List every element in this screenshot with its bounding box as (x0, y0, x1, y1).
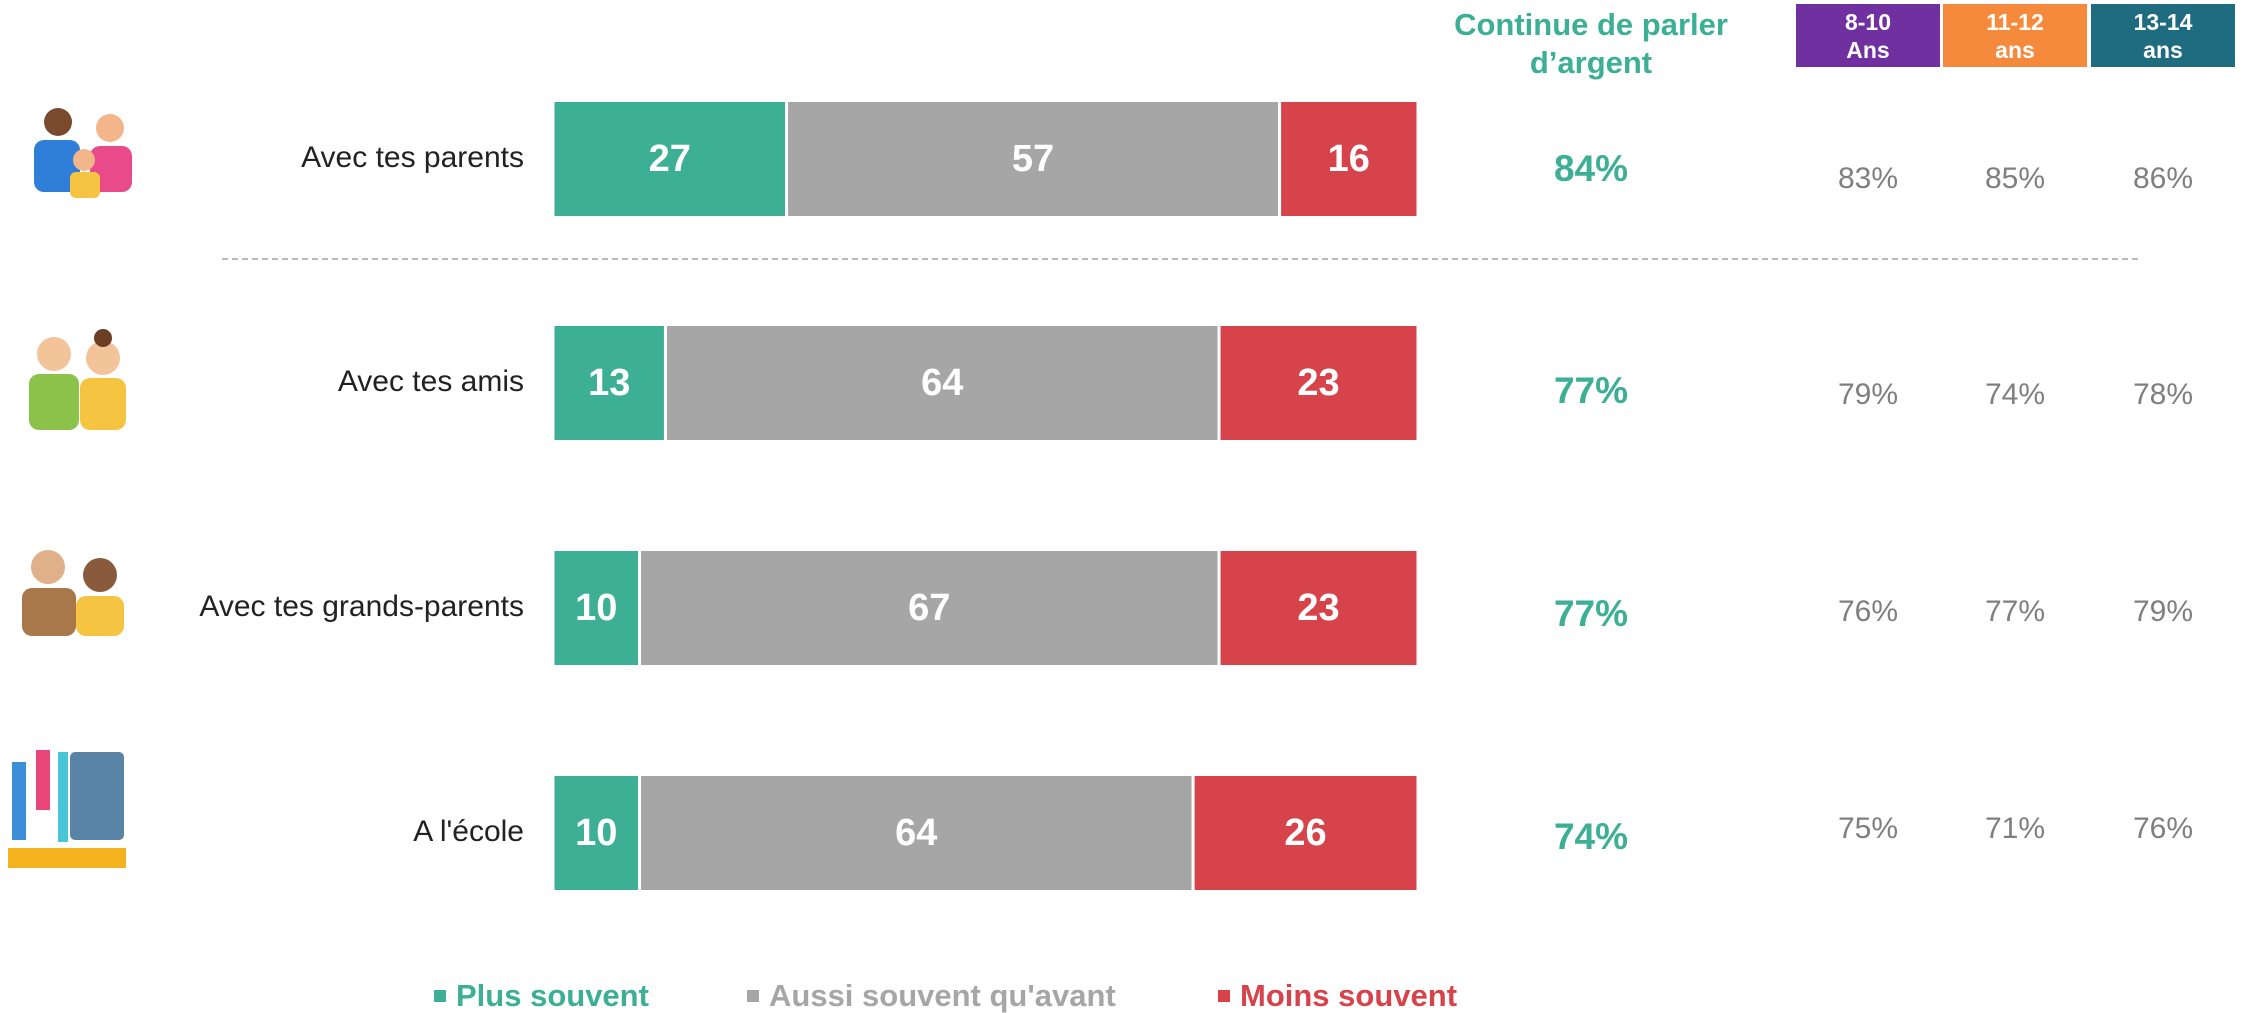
icon (34, 108, 132, 198)
total-value: 74% (1491, 816, 1691, 858)
category-label: Avec tes grands-parents (199, 590, 524, 623)
legend-marker (747, 990, 759, 1002)
age-value: 83% (1796, 162, 1940, 196)
legend-marker (1218, 990, 1230, 1002)
category-label: Avec tes amis (338, 365, 524, 398)
legend-label: Plus souvent (456, 978, 649, 1013)
icon (22, 550, 124, 636)
age-header: 13-14 ans (2091, 4, 2235, 67)
total-value: 77% (1491, 593, 1691, 635)
category-label: A l'école (413, 815, 524, 848)
age-value: 76% (2091, 812, 2235, 846)
legend-marker (434, 990, 446, 1002)
value-label: 67 (908, 587, 950, 629)
value-label: 64 (895, 812, 937, 854)
age-header: 8-10 Ans (1796, 4, 1940, 67)
age-header: 11-12 ans (1943, 4, 2087, 67)
value-label: 26 (1284, 812, 1326, 854)
legend-label: Moins souvent (1240, 978, 1457, 1013)
icon (8, 750, 126, 868)
legend-label: Aussi souvent qu'avant (769, 978, 1116, 1013)
age-value: 76% (1796, 595, 1940, 629)
value-label: 16 (1328, 138, 1370, 180)
age-value: 86% (2091, 162, 2235, 196)
total-header: Continue de parler d’argent (1431, 6, 1751, 82)
total-value: 77% (1491, 370, 1691, 412)
age-value: 79% (1796, 378, 1940, 412)
total-value: 84% (1491, 148, 1691, 190)
age-value: 74% (1943, 378, 2087, 412)
age-value: 78% (2091, 378, 2235, 412)
age-value: 77% (1943, 595, 2087, 629)
chart: Avec tes parents 27 57 16 Avec tes amis 13 64 2… (0, 0, 2244, 1013)
value-label: 10 (575, 587, 617, 629)
value-label: 13 (588, 362, 630, 404)
icon (29, 329, 126, 430)
age-value: 85% (1943, 162, 2087, 196)
value-label: 10 (575, 812, 617, 854)
value-label: 57 (1012, 138, 1054, 180)
age-value: 71% (1943, 812, 2087, 846)
age-value: 75% (1796, 812, 1940, 846)
value-label: 23 (1297, 362, 1339, 404)
page: Avec tes parents 27 57 16 Avec tes amis 13 64 2… (0, 0, 2244, 1013)
value-label: 64 (921, 362, 963, 404)
category-label: Avec tes parents (301, 141, 524, 174)
age-value: 79% (2091, 595, 2235, 629)
value-label: 27 (649, 138, 691, 180)
value-label: 23 (1297, 587, 1339, 629)
